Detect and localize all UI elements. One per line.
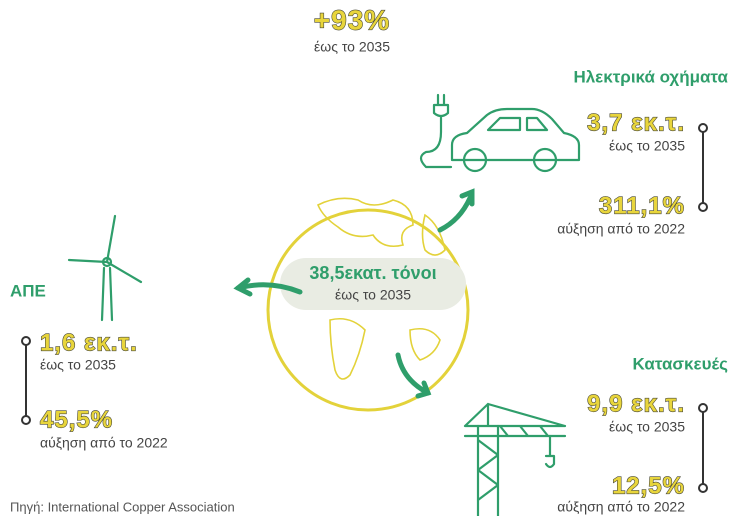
timeline-dot bbox=[21, 415, 31, 425]
sector-note: αύξηση από το 2022 bbox=[557, 221, 685, 237]
turbine-icon bbox=[67, 214, 143, 322]
center-value: 38,5εκατ. τόνοι bbox=[309, 263, 436, 283]
sector-title: Ηλεκτρικά οχήματα bbox=[573, 67, 728, 86]
timeline-dot bbox=[698, 403, 708, 413]
crane-icon bbox=[463, 402, 567, 516]
source: Πηγή: International Copper Association bbox=[10, 499, 235, 514]
timeline-dot bbox=[698, 123, 708, 133]
arrow bbox=[235, 282, 303, 295]
center-note: έως το 2035 bbox=[335, 287, 411, 303]
car-icon bbox=[419, 93, 581, 173]
arrow bbox=[437, 195, 473, 233]
headline-value: +93% bbox=[314, 4, 390, 35]
headline-note: έως το 2035 bbox=[314, 39, 390, 55]
sector-note: έως το 2035 bbox=[609, 138, 685, 154]
sector-growth: 45,5% bbox=[40, 406, 113, 433]
sector-growth: 12,5% bbox=[612, 472, 685, 499]
sector-note: αύξηση από το 2022 bbox=[40, 435, 168, 451]
timeline-dot bbox=[21, 336, 31, 346]
arrow bbox=[395, 352, 431, 396]
timeline-dot bbox=[698, 202, 708, 212]
timeline-dot bbox=[698, 483, 708, 493]
arrow-head bbox=[459, 188, 475, 207]
sector-note: έως το 2035 bbox=[609, 419, 685, 435]
center-pill bbox=[280, 258, 466, 310]
sector-note: έως το 2035 bbox=[40, 357, 116, 373]
sector-growth: 311,1% bbox=[599, 192, 685, 219]
globe bbox=[266, 197, 470, 412]
sector-amount: 1,6 εκ.τ. bbox=[40, 329, 138, 356]
sector-note: αύξηση από το 2022 bbox=[557, 499, 685, 515]
sector-title: Κατασκευές bbox=[633, 354, 729, 373]
arrow-head bbox=[233, 277, 253, 297]
sector-amount: 9,9 εκ.τ. bbox=[587, 390, 685, 417]
arrow-head bbox=[415, 380, 432, 399]
sector-title: ΑΠΕ bbox=[10, 281, 46, 300]
sector-amount: 3,7 εκ.τ. bbox=[587, 109, 685, 136]
